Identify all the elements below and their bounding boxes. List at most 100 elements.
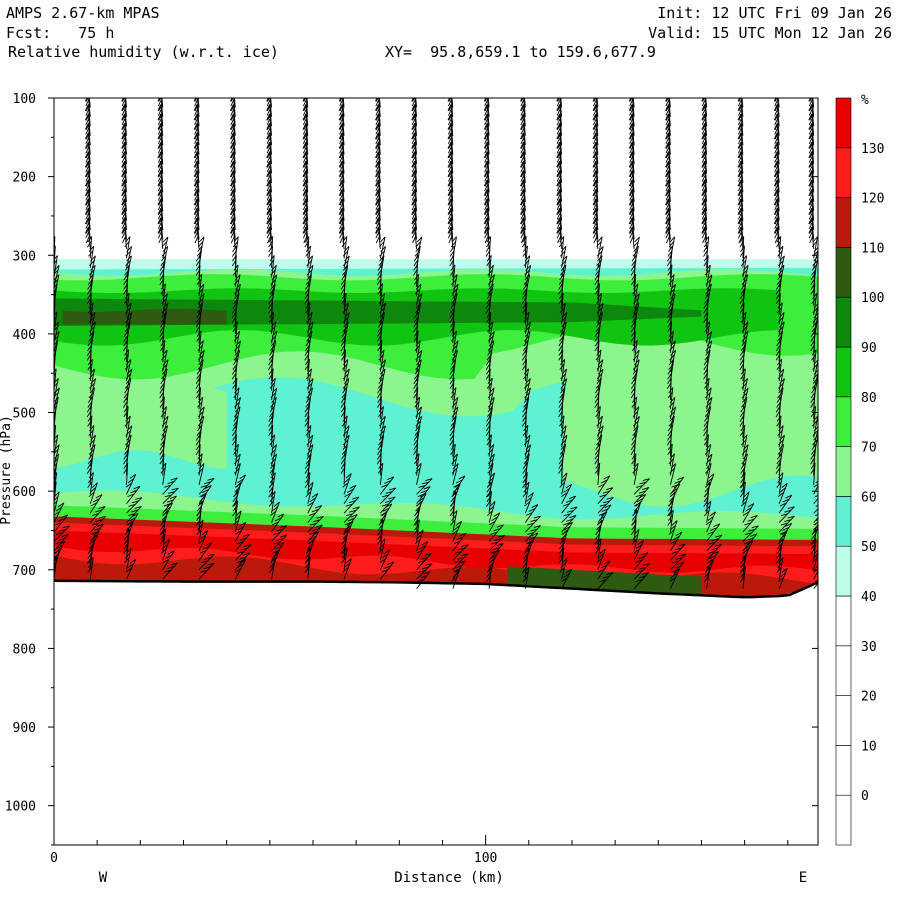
wind-barb-flag xyxy=(779,572,786,578)
wind-barb-flag xyxy=(451,330,457,337)
wind-barb xyxy=(271,463,276,485)
wind-barb-flag xyxy=(414,250,420,257)
wind-barb-flag xyxy=(594,273,600,281)
wind-barb-flag xyxy=(449,250,455,257)
wind-barb-flag xyxy=(375,109,380,116)
wind-barb-flag xyxy=(124,297,130,304)
wind-barb-flag xyxy=(665,123,669,130)
wind-barb-flag xyxy=(777,358,782,366)
wind-barb xyxy=(89,494,103,514)
wind-barb-flag xyxy=(230,222,235,229)
wind-barb-flag xyxy=(267,76,270,82)
wind-barb-flag xyxy=(667,368,673,375)
wind-barb-flag xyxy=(157,198,162,206)
wind-barb-flag xyxy=(233,279,240,285)
wind-barb-flag xyxy=(166,499,174,503)
wind-barb-flag xyxy=(202,489,209,493)
wind-barb-flag xyxy=(159,538,165,545)
wind-barb-flag xyxy=(378,297,385,304)
wind-barb-flag xyxy=(123,547,129,555)
wind-barb-flag xyxy=(347,520,354,526)
wind-barb-flag xyxy=(339,231,343,239)
wind-barb-flag xyxy=(383,549,390,555)
y-tick-label: 400 xyxy=(13,328,36,343)
wind-barb xyxy=(87,198,91,221)
wind-barb-flag xyxy=(527,539,534,545)
wind-barb-flag xyxy=(777,330,783,337)
wind-barb xyxy=(706,368,708,391)
wind-barb-flag xyxy=(556,207,561,215)
wind-barb xyxy=(561,568,573,589)
wind-barb-flag xyxy=(667,434,672,441)
wind-barb-flag xyxy=(269,495,275,502)
wind-barb-flag xyxy=(419,545,426,550)
wind-barb xyxy=(559,160,563,183)
wind-barb-flag xyxy=(596,430,603,436)
wind-barb-flag xyxy=(705,349,711,356)
wind-barb-flag xyxy=(121,198,126,206)
wind-barb-flag xyxy=(416,549,424,554)
wind-barb-flag xyxy=(677,561,685,565)
wind-barb xyxy=(307,524,323,542)
wind-barb-flag xyxy=(304,415,310,422)
wind-barb-flag xyxy=(302,179,307,187)
wind-barb-flag xyxy=(454,551,462,554)
wind-barb xyxy=(706,500,712,523)
wind-barb-flag xyxy=(126,255,132,262)
wind-barb-flag xyxy=(668,330,674,337)
wind-barb-flag xyxy=(194,109,198,116)
wind-barb-flag xyxy=(270,269,276,276)
wind-barb-flag xyxy=(777,491,784,497)
wind-barb-flag xyxy=(121,189,126,196)
wind-barb-flag xyxy=(738,86,741,92)
wind-barb-flag xyxy=(669,467,675,474)
wind-barb-flag xyxy=(708,558,715,564)
wind-barb-flag xyxy=(774,137,779,145)
wind-barb-flag xyxy=(523,368,529,375)
wind-barb xyxy=(597,497,614,514)
wind-barb-flag xyxy=(740,406,746,413)
wind-barb-flag xyxy=(277,541,285,546)
wind-barb-flag xyxy=(595,326,601,333)
wind-barb xyxy=(162,519,166,542)
wind-barb-flag xyxy=(235,463,241,469)
wind-barb-flag xyxy=(560,562,567,568)
wind-barb-flag xyxy=(559,547,565,554)
wind-barb-flag xyxy=(704,292,710,300)
wind-barb-flag xyxy=(594,453,600,460)
wind-barb-flag xyxy=(707,515,714,521)
wind-barb-flag xyxy=(675,557,683,560)
wind-barb xyxy=(196,179,200,202)
wind-barb-flag xyxy=(124,533,130,540)
wind-barb-flag xyxy=(49,161,52,167)
wind-barb-flag xyxy=(311,508,319,513)
wind-barb-flag xyxy=(91,513,99,517)
wind-barb-flag xyxy=(230,141,234,149)
wind-barb-flag xyxy=(603,560,611,565)
wind-barb-flag xyxy=(87,566,93,573)
wind-barb-flag xyxy=(784,519,792,523)
wind-barb-flag xyxy=(558,339,563,347)
wind-barb xyxy=(704,170,708,193)
wind-barb-flag xyxy=(705,392,711,399)
wind-barb-flag xyxy=(810,273,816,281)
wind-barb-flag xyxy=(483,141,488,149)
wind-barb-flag xyxy=(233,415,239,422)
wind-barb-flag xyxy=(778,557,784,564)
wind-barb-flag xyxy=(742,548,749,554)
wind-barb xyxy=(559,170,563,193)
wind-barb xyxy=(269,208,272,231)
wind-barb-flag xyxy=(230,137,235,145)
wind-barb-flag xyxy=(421,556,429,560)
wind-barb xyxy=(377,208,381,231)
wind-barb-flag xyxy=(678,543,686,547)
wind-barb-flag xyxy=(561,255,568,262)
wind-barb xyxy=(416,563,433,580)
wind-barb xyxy=(450,113,454,136)
wind-barb-flag xyxy=(159,278,164,286)
wind-barb xyxy=(595,170,599,193)
wind-barb-flag xyxy=(485,363,491,371)
wind-barb-flag xyxy=(124,443,130,451)
wind-barb xyxy=(559,208,563,231)
